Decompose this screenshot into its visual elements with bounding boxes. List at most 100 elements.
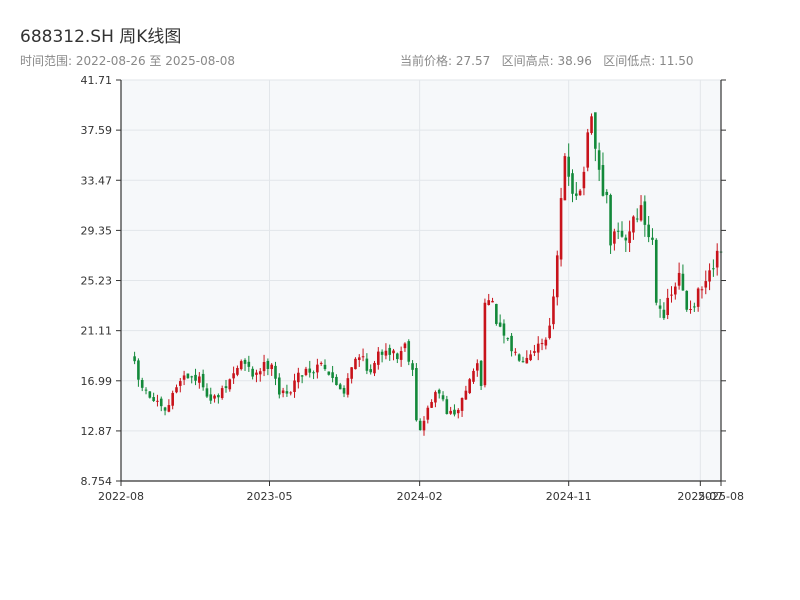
- candle-body: [220, 388, 224, 399]
- candle: [262, 354, 266, 377]
- x-tick-label: 2024-02: [397, 490, 443, 503]
- candle: [335, 374, 338, 386]
- candle: [620, 221, 624, 238]
- candle-body: [616, 230, 620, 232]
- candle-body: [255, 372, 258, 375]
- y-tick-label: 41.71: [81, 74, 113, 87]
- candle: [430, 399, 433, 409]
- candle: [380, 349, 384, 363]
- candle-body: [300, 375, 304, 377]
- candle: [213, 394, 216, 403]
- candle-body: [624, 237, 628, 241]
- candle-body: [437, 389, 441, 394]
- candle: [255, 369, 258, 383]
- candle-body: [217, 395, 220, 398]
- candle: [209, 387, 213, 404]
- candle: [376, 347, 380, 370]
- candle-body: [357, 357, 361, 361]
- candle-body: [156, 400, 159, 402]
- candle-body: [201, 373, 205, 388]
- candle: [342, 385, 346, 398]
- candle: [628, 220, 631, 253]
- candle-body: [434, 392, 437, 403]
- candle-body: [495, 303, 498, 324]
- candle: [293, 373, 296, 398]
- candle: [578, 188, 582, 196]
- candle: [171, 390, 174, 410]
- candle-body: [167, 405, 171, 412]
- candle: [453, 404, 456, 417]
- candle: [586, 128, 590, 172]
- candle: [483, 298, 487, 388]
- candle-body: [251, 368, 254, 377]
- x-tick-label: 2025-07: [677, 490, 723, 503]
- candle: [369, 364, 372, 375]
- candle: [544, 337, 548, 350]
- candle: [468, 377, 471, 395]
- candle: [270, 363, 273, 376]
- candle-body: [277, 377, 281, 395]
- candle-body: [350, 367, 353, 379]
- candle-body: [552, 296, 555, 325]
- candle-body: [140, 379, 144, 388]
- candle-body: [392, 350, 395, 354]
- candle-body: [674, 286, 677, 295]
- candle-body: [601, 165, 605, 196]
- candle-body: [403, 343, 407, 349]
- candle: [689, 300, 692, 314]
- candle-body: [449, 410, 452, 414]
- candle-body: [262, 361, 266, 372]
- candle: [137, 358, 140, 387]
- candle: [441, 391, 445, 402]
- candle: [533, 344, 536, 357]
- candle: [365, 353, 369, 375]
- candle: [346, 373, 350, 398]
- candle: [670, 286, 673, 303]
- candle: [266, 358, 270, 376]
- candle-body: [281, 390, 285, 394]
- candle-body: [483, 302, 487, 386]
- candle-body: [198, 376, 201, 383]
- candle-body: [639, 205, 643, 221]
- candle: [662, 302, 666, 320]
- candle: [361, 348, 365, 362]
- candle-body: [228, 379, 232, 390]
- candle: [696, 287, 700, 312]
- candle-body: [620, 230, 624, 237]
- candle-body: [133, 356, 136, 362]
- candle: [354, 357, 357, 370]
- candle: [654, 238, 658, 306]
- candle: [616, 222, 620, 239]
- candle-body: [342, 387, 346, 394]
- candle-body: [380, 351, 384, 355]
- candle-body: [258, 371, 262, 375]
- candle: [647, 215, 650, 243]
- candle-body: [346, 378, 350, 395]
- candle-body: [491, 300, 494, 303]
- candle: [407, 339, 411, 366]
- candle: [582, 166, 586, 196]
- candle: [472, 368, 475, 384]
- candle: [590, 113, 593, 135]
- candle: [156, 394, 159, 407]
- candle-body: [445, 399, 449, 415]
- candle-body: [521, 361, 525, 363]
- candle-body: [460, 398, 464, 411]
- candle: [658, 298, 662, 318]
- candle: [373, 360, 376, 377]
- candle: [411, 360, 414, 377]
- candle-body: [677, 272, 681, 286]
- candle-body: [247, 361, 251, 367]
- candle: [632, 215, 635, 240]
- candle-body: [338, 384, 342, 390]
- candle-body: [430, 401, 433, 408]
- candle-body: [186, 373, 190, 379]
- candle-body: [194, 374, 197, 381]
- candle: [251, 366, 254, 380]
- candle: [152, 392, 155, 402]
- candle: [571, 169, 574, 203]
- candle: [190, 375, 194, 384]
- candle: [396, 352, 399, 364]
- candle: [498, 314, 502, 328]
